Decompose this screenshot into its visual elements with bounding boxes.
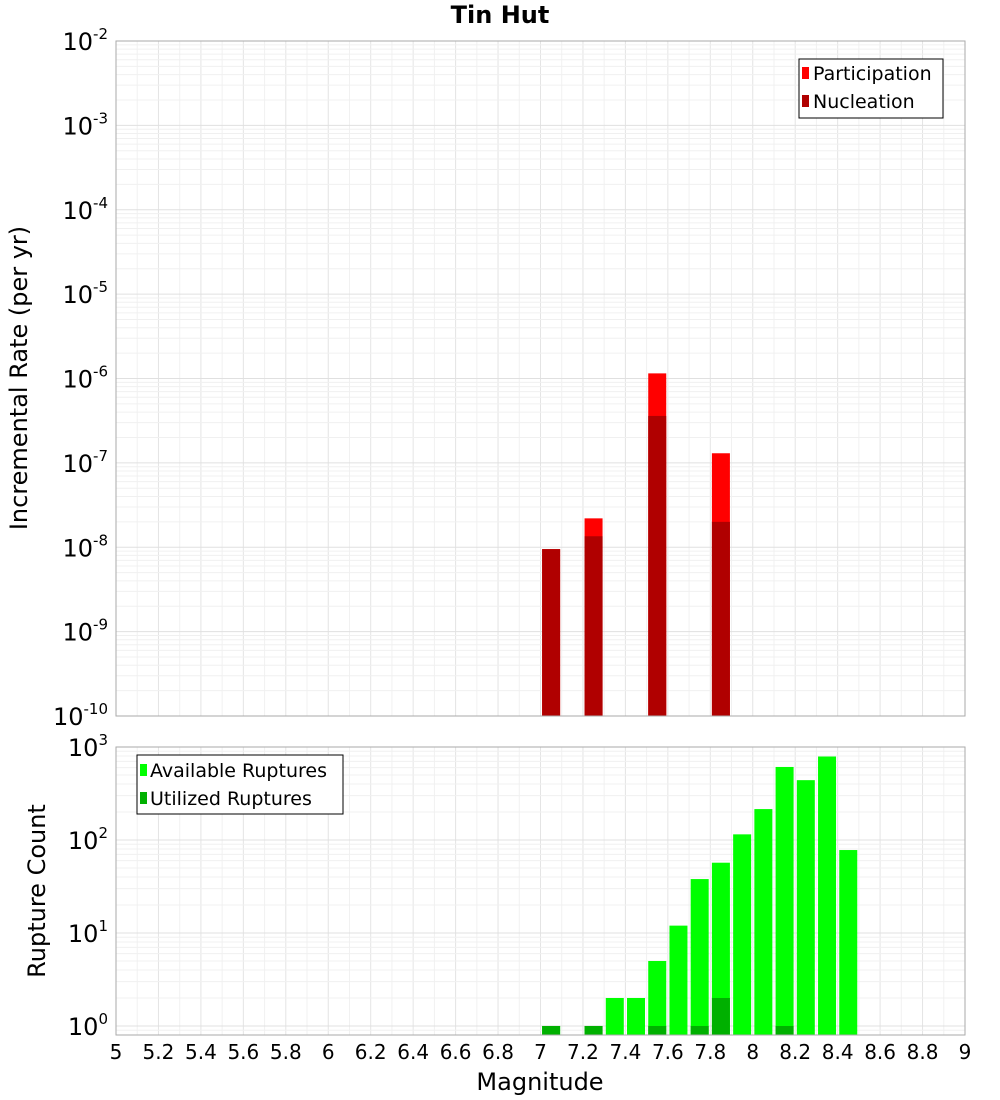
x-tick-label: 8.6 (864, 1040, 896, 1064)
x-tick-label: 5.4 (185, 1040, 217, 1064)
rate-panel: 10-2 10-3 10-4 10-5 10-6 10-7 10-8 10-9 10-10 In… (5, 25, 966, 731)
nucleation-bar (648, 415, 667, 716)
nucleation-bar (711, 521, 730, 716)
x-tick-label: 6.4 (397, 1040, 429, 1064)
x-tick-label: 7.4 (609, 1040, 641, 1064)
utilized-ruptures-bar (690, 1025, 709, 1035)
rate-ytick-label: 10-3 (62, 109, 108, 140)
rate-ytick-label: 10-9 (62, 616, 108, 647)
available-ruptures-bar (839, 850, 858, 1035)
x-tick-label: 8 (746, 1040, 759, 1064)
x-tick-label: 6 (322, 1040, 335, 1064)
count-ytick-label: 100 (68, 1010, 108, 1041)
nucleation-bar (584, 536, 603, 716)
count-y-axis-label: Rupture Count (23, 804, 51, 978)
x-axis-label: Magnitude (476, 1068, 603, 1096)
count-plot-frame (115, 746, 966, 1036)
rate-legend-box (798, 58, 944, 119)
available-ruptures-bar (711, 862, 730, 1035)
count-bars (542, 756, 858, 1035)
rate-ytick-label: 10-7 (62, 447, 108, 478)
available-legend-swatch (140, 764, 147, 776)
nucleation-legend-swatch (802, 95, 809, 107)
rate-ytick-label: 10-6 (62, 363, 108, 394)
utilized-legend-swatch (140, 792, 147, 804)
utilized-ruptures-bar (584, 1025, 603, 1035)
x-tick-label: 6.6 (440, 1040, 472, 1064)
participation-legend-label: Participation (813, 63, 932, 85)
available-legend-label: Available Ruptures (150, 760, 327, 782)
count-legend: Available Ruptures Utilized Ruptures (136, 754, 344, 815)
rate-ytick-label: 10-10 (53, 700, 108, 731)
x-tick-label: 8.8 (907, 1040, 939, 1064)
x-tick-label: 6.8 (482, 1040, 514, 1064)
available-ruptures-bar (733, 834, 752, 1035)
available-ruptures-bar (754, 809, 773, 1035)
utilized-ruptures-bar (648, 1025, 667, 1035)
x-tick-label: 7.6 (652, 1040, 684, 1064)
utilized-ruptures-bar (775, 1025, 794, 1035)
x-tick-label: 7 (534, 1040, 547, 1064)
available-ruptures-bar (605, 997, 624, 1035)
utilized-ruptures-bar (542, 1025, 561, 1035)
count-ytick-label: 103 (68, 731, 108, 762)
rate-ytick-label: 10-8 (62, 531, 108, 562)
rate-plot-frame (115, 40, 966, 717)
nucleation-bar (542, 549, 561, 716)
available-ruptures-bar (648, 960, 667, 1035)
x-tick-label: 5.6 (227, 1040, 259, 1064)
utilized-legend-label: Utilized Ruptures (150, 788, 312, 810)
rate-ytick-label: 10-5 (62, 278, 108, 309)
participation-legend-swatch (802, 67, 809, 79)
x-tick-label: 7.8 (694, 1040, 726, 1064)
count-ytick-label: 101 (68, 917, 108, 948)
utilized-ruptures-bar (711, 997, 730, 1035)
x-tick-label: 5.8 (270, 1040, 302, 1064)
available-ruptures-bar (818, 756, 837, 1035)
rate-y-axis-label: Incremental Rate (per yr) (5, 226, 33, 530)
x-tick-label: 8.4 (822, 1040, 854, 1064)
chart-title: Tin Hut (451, 1, 550, 29)
x-tick-label: 5 (110, 1040, 123, 1064)
x-tick-label: 6.2 (355, 1040, 387, 1064)
rate-ytick-labels: 10-2 10-3 10-4 10-5 10-6 10-7 10-8 10-9 10-10 (53, 25, 108, 731)
rate-ytick-label: 10-2 (62, 25, 108, 56)
count-panel: 103 102 101 100 5 5.2 5.4 5.6 5.8 6 6.2 6.4 6.6 6.8 7… (23, 731, 971, 1096)
available-ruptures-bar (775, 766, 794, 1035)
rate-gridlines (115, 41, 966, 717)
rate-legend: Participation Nucleation (798, 58, 944, 119)
count-ytick-label: 102 (68, 824, 108, 855)
x-tick-label: 5.2 (143, 1040, 175, 1064)
available-ruptures-bar (669, 925, 688, 1035)
available-ruptures-bar (627, 997, 646, 1035)
count-xtick-labels: 5 5.2 5.4 5.6 5.8 6 6.2 6.4 6.6 6.8 7 7.2 7.4 7.6 7.8 8… (110, 1040, 972, 1064)
x-tick-label: 7.2 (567, 1040, 599, 1064)
x-tick-label: 8.2 (779, 1040, 811, 1064)
count-legend-box (136, 754, 344, 815)
rate-bars (542, 373, 730, 716)
count-ytick-labels: 103 102 101 100 (68, 731, 108, 1041)
rate-ytick-label: 10-4 (62, 194, 108, 225)
nucleation-legend-label: Nucleation (813, 91, 915, 113)
available-ruptures-bar (796, 780, 815, 1035)
x-tick-label: 9 (959, 1040, 972, 1064)
available-ruptures-bar (690, 879, 709, 1035)
